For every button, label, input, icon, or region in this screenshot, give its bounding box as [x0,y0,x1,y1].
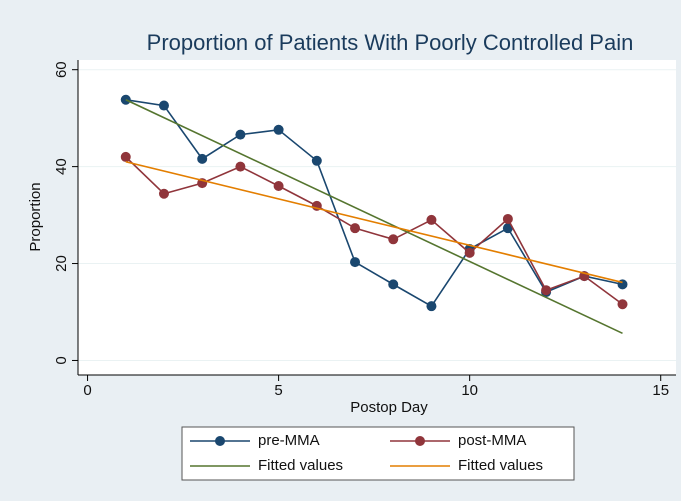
point [158,188,169,199]
x-axis-label: Postop Day [350,399,428,416]
y-tick-label: 60 [53,61,70,78]
point [464,247,475,258]
legend-marker [415,436,425,446]
x-tick-label: 15 [652,382,669,399]
point [617,299,628,310]
point [311,155,322,166]
point [388,279,399,290]
point [426,214,437,225]
series-line [125,99,623,335]
x-tick-label: 5 [274,382,282,399]
y-tick-label: 0 [53,356,70,364]
legend-marker [215,436,225,446]
y-tick-label: 40 [53,158,70,175]
point [350,223,361,234]
point [235,161,246,172]
point [120,151,131,162]
point [350,257,361,268]
series-line [125,98,623,308]
legend-label: post-MMA [458,432,526,449]
point [273,124,284,135]
legend-label: Fitted values [458,457,543,474]
point [273,181,284,191]
x-tick-label: 0 [83,382,91,399]
legend-label: pre-MMA [258,432,320,449]
x-tick-label: 10 [461,382,478,399]
legend-label: Fitted values [258,457,343,474]
y-tick-label: 20 [53,255,70,272]
point [158,100,169,111]
chart-title: Proportion of Patients With Poorly Contr… [147,30,634,55]
legend-box [181,426,575,481]
point [426,301,437,312]
point [197,153,208,164]
y-axis-label: Proportion [27,182,44,251]
point [502,213,513,224]
point [388,234,399,245]
series-line [125,156,623,305]
point [541,285,552,296]
series-line [125,160,623,284]
point [235,129,246,140]
point [502,223,513,234]
